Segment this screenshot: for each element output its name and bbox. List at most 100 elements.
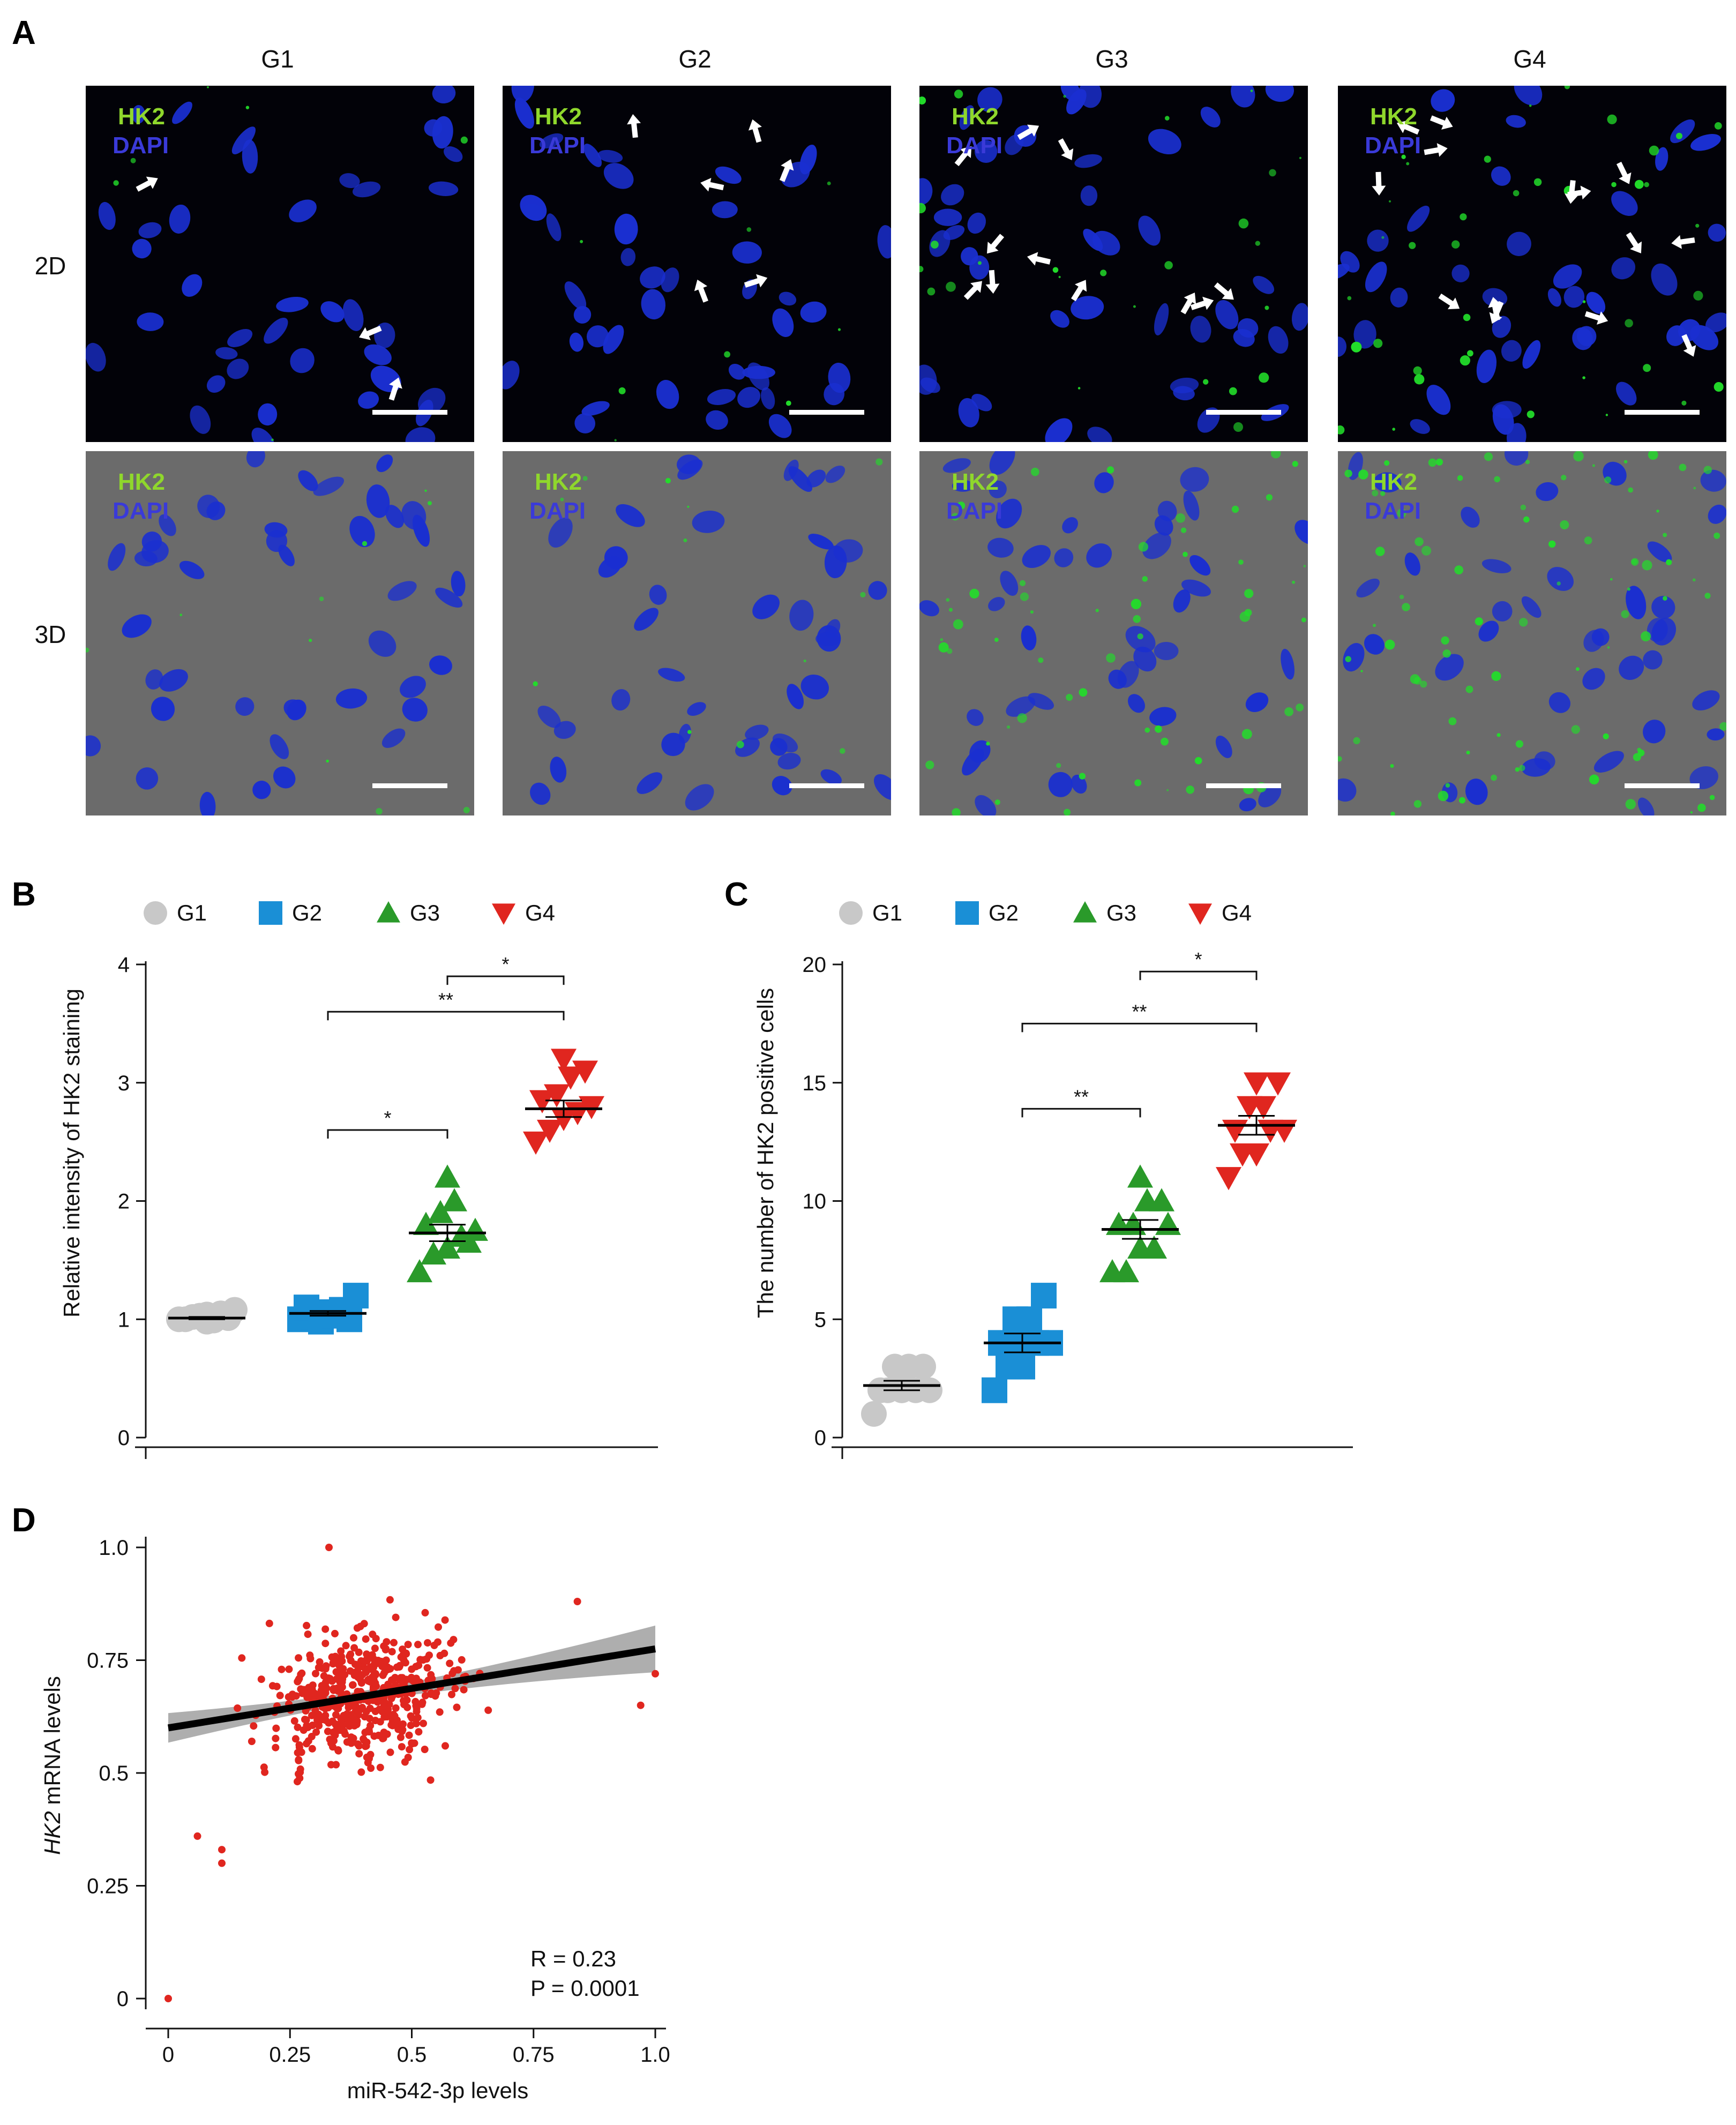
nucleus — [1707, 728, 1725, 741]
data-point — [349, 1734, 357, 1742]
nucleus — [1593, 751, 1624, 773]
nucleus — [342, 299, 364, 331]
stain-label-dapi: DAPI — [946, 132, 1002, 159]
nucleus — [1364, 634, 1385, 655]
micrograph-3d-g1: HK2 DAPI — [86, 451, 474, 815]
y-tick-label: 1 — [118, 1308, 130, 1331]
data-point — [1149, 1188, 1174, 1211]
chart-b-ylabel: Relative intensity of HK2 staining — [59, 989, 84, 1318]
y-tick-label: 20 — [803, 953, 827, 977]
row-label-3d: 3D — [35, 620, 66, 648]
y-tick-label: 2 — [118, 1190, 130, 1214]
hk2-signal — [1007, 725, 1011, 729]
nucleus — [364, 344, 392, 365]
data-point — [362, 1742, 370, 1750]
hk2-signal — [1520, 504, 1527, 511]
hk2-signal — [1344, 469, 1352, 477]
y-tick-label: 15 — [803, 1072, 827, 1095]
data-point — [326, 1675, 334, 1682]
nucleus — [252, 781, 271, 799]
nucleus — [199, 791, 216, 815]
data-point — [367, 1764, 375, 1772]
stain-label-dapi: DAPI — [529, 132, 586, 159]
data-point — [291, 1735, 300, 1743]
hk2-signal — [1292, 580, 1296, 584]
nucleus — [1481, 559, 1511, 573]
data-point — [537, 1119, 563, 1143]
stain-label-hk2: HK2 — [1370, 469, 1417, 495]
nucleus — [514, 98, 534, 129]
micrograph-content — [86, 86, 468, 442]
data-point — [300, 1726, 308, 1734]
hk2-signal — [1303, 565, 1306, 567]
nucleus — [952, 480, 974, 492]
hk2-signal — [1515, 740, 1523, 748]
hk2-signal — [1592, 464, 1595, 467]
y-tick-label: 0 — [118, 1426, 130, 1450]
significance-bracket — [1139, 970, 1258, 981]
micrograph-content — [1338, 86, 1726, 442]
nucleus — [132, 105, 145, 124]
nucleus — [1431, 89, 1455, 112]
nucleus — [1353, 320, 1376, 349]
data-point — [272, 1744, 280, 1752]
data-point — [366, 1678, 375, 1686]
significance-bracket — [1021, 1108, 1141, 1118]
hk2-signal — [1441, 636, 1449, 645]
nucleus — [824, 383, 845, 406]
hk2-signal — [113, 180, 119, 186]
data-point — [355, 1742, 363, 1750]
hk2-signal — [1519, 765, 1525, 772]
hk2-signal — [665, 478, 671, 484]
hk2-signal — [1676, 132, 1682, 139]
data-point — [1155, 1211, 1181, 1235]
data-point — [458, 1656, 466, 1664]
data-point — [453, 1703, 461, 1711]
arrow-icon — [1372, 171, 1386, 196]
stain-label-hk2: HK2 — [535, 469, 582, 495]
hk2-signal — [1442, 649, 1451, 658]
nucleus — [1338, 336, 1347, 357]
hk2-signal — [1360, 670, 1363, 672]
data-point — [357, 1768, 365, 1776]
hk2-signal — [1648, 451, 1658, 460]
data-point — [332, 1761, 340, 1769]
hk2-signal — [1679, 463, 1687, 472]
hk2-signal — [925, 760, 934, 769]
hk2-signal — [1038, 657, 1044, 663]
nucleus — [1239, 798, 1256, 812]
panel-label-b: B — [12, 876, 36, 913]
arrow-icon — [627, 114, 641, 138]
nucleus — [974, 140, 998, 163]
stain-label-dapi: DAPI — [113, 498, 169, 524]
stain-label-dapi: DAPI — [113, 132, 169, 159]
nucleus — [530, 782, 551, 805]
nucleus — [1281, 648, 1294, 680]
micrograph-content — [530, 454, 891, 811]
nucleus — [539, 133, 564, 149]
nucleus — [833, 539, 863, 563]
nucleus — [808, 534, 834, 550]
y-tick-label: 0.75 — [87, 1649, 129, 1673]
nucleus — [1340, 251, 1360, 273]
hk2-signal — [1709, 795, 1715, 800]
data-point — [314, 1691, 322, 1699]
nucleus — [1582, 668, 1605, 690]
hk2-signal — [326, 759, 329, 763]
micrograph-3d-g2: HK2 DAPI — [503, 451, 891, 815]
nucleus — [1000, 571, 1019, 596]
nucleus — [1655, 147, 1668, 171]
nucleus — [1006, 696, 1036, 717]
data-point — [551, 1049, 577, 1072]
stain-label-dapi: DAPI — [1365, 498, 1421, 524]
data-point — [366, 1704, 374, 1712]
nucleus — [989, 451, 1015, 475]
nucleus — [787, 684, 804, 709]
nucleus — [1637, 797, 1655, 815]
hk2-signal — [1630, 558, 1639, 566]
hk2-signal — [1031, 467, 1039, 476]
hk2-signal — [362, 541, 368, 547]
nucleus — [1521, 596, 1542, 618]
data-point — [1113, 1259, 1139, 1283]
data-point — [341, 1671, 349, 1679]
